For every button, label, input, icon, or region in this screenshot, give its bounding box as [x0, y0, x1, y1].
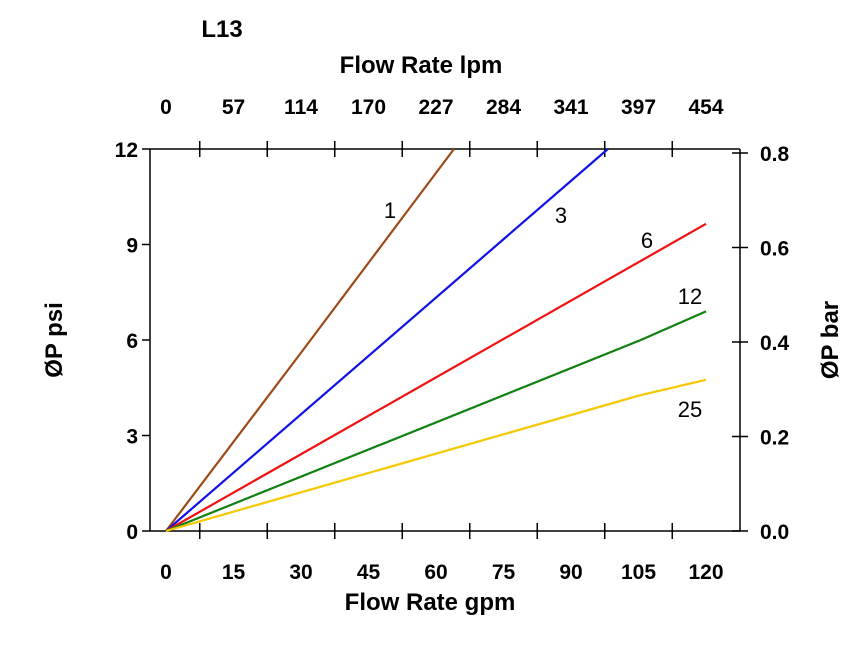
x2-tick-label: 170 — [351, 96, 386, 119]
y2-tick-label: 0.4 — [760, 332, 790, 355]
x2-tick-label: 0 — [160, 96, 172, 119]
x-tick-label: 30 — [289, 561, 312, 584]
x-tick-label: 105 — [621, 561, 656, 584]
chart-title: L13 — [201, 16, 242, 43]
series-label-6: 6 — [641, 228, 653, 253]
series-line-25 — [165, 378, 707, 533]
x2-tick-label: 397 — [621, 96, 656, 119]
x2-axis-title: Flow Rate lpm — [340, 52, 503, 79]
y-tick-label: 3 — [126, 426, 138, 449]
x-tick-label: 90 — [559, 561, 582, 584]
x-tick-label: 45 — [357, 561, 381, 584]
x2-tick-label: 341 — [553, 96, 588, 119]
series-line-1 — [165, 148, 455, 532]
series-line-6 — [165, 222, 707, 532]
y-tick-label: 12 — [115, 139, 138, 162]
x2-tick-label: 57 — [222, 96, 245, 119]
x-axis-title: Flow Rate gpm — [345, 589, 516, 616]
y-axis-title: ØP psi — [41, 302, 68, 378]
x-tick-label: 15 — [222, 561, 246, 584]
y2-tick-label: 0.0 — [760, 521, 789, 544]
y-tick-label: 6 — [126, 330, 138, 353]
y-tick-label: 0 — [126, 521, 138, 544]
series-label-3: 3 — [555, 203, 567, 228]
series-line-12 — [165, 310, 707, 533]
series-labels: 1 3 6 12 25 — [384, 198, 702, 422]
series-label-25: 25 — [678, 397, 702, 422]
y2-tick-label: 0.8 — [760, 143, 790, 166]
y2-tick-label: 0.6 — [760, 238, 789, 261]
x-tick-label: 120 — [688, 561, 723, 584]
series-group — [165, 148, 707, 533]
x-tick-label: 0 — [160, 561, 172, 584]
x-tick-label: 75 — [492, 561, 516, 584]
series-label-12: 12 — [678, 284, 702, 309]
x2-tick-label: 227 — [418, 96, 453, 119]
x2-tick-label: 114 — [284, 96, 318, 119]
x2-tick-label: 284 — [486, 96, 521, 119]
series-label-1: 1 — [384, 198, 396, 223]
axes: 0015573011445170602277528490341105397120… — [115, 96, 790, 584]
x-tick-label: 60 — [424, 561, 447, 584]
y2-axis-title: ØP bar — [817, 301, 844, 379]
y2-tick-label: 0.2 — [760, 427, 789, 450]
x2-tick-label: 454 — [688, 96, 723, 119]
series-line-3 — [165, 148, 609, 532]
y-tick-label: 9 — [126, 235, 138, 258]
